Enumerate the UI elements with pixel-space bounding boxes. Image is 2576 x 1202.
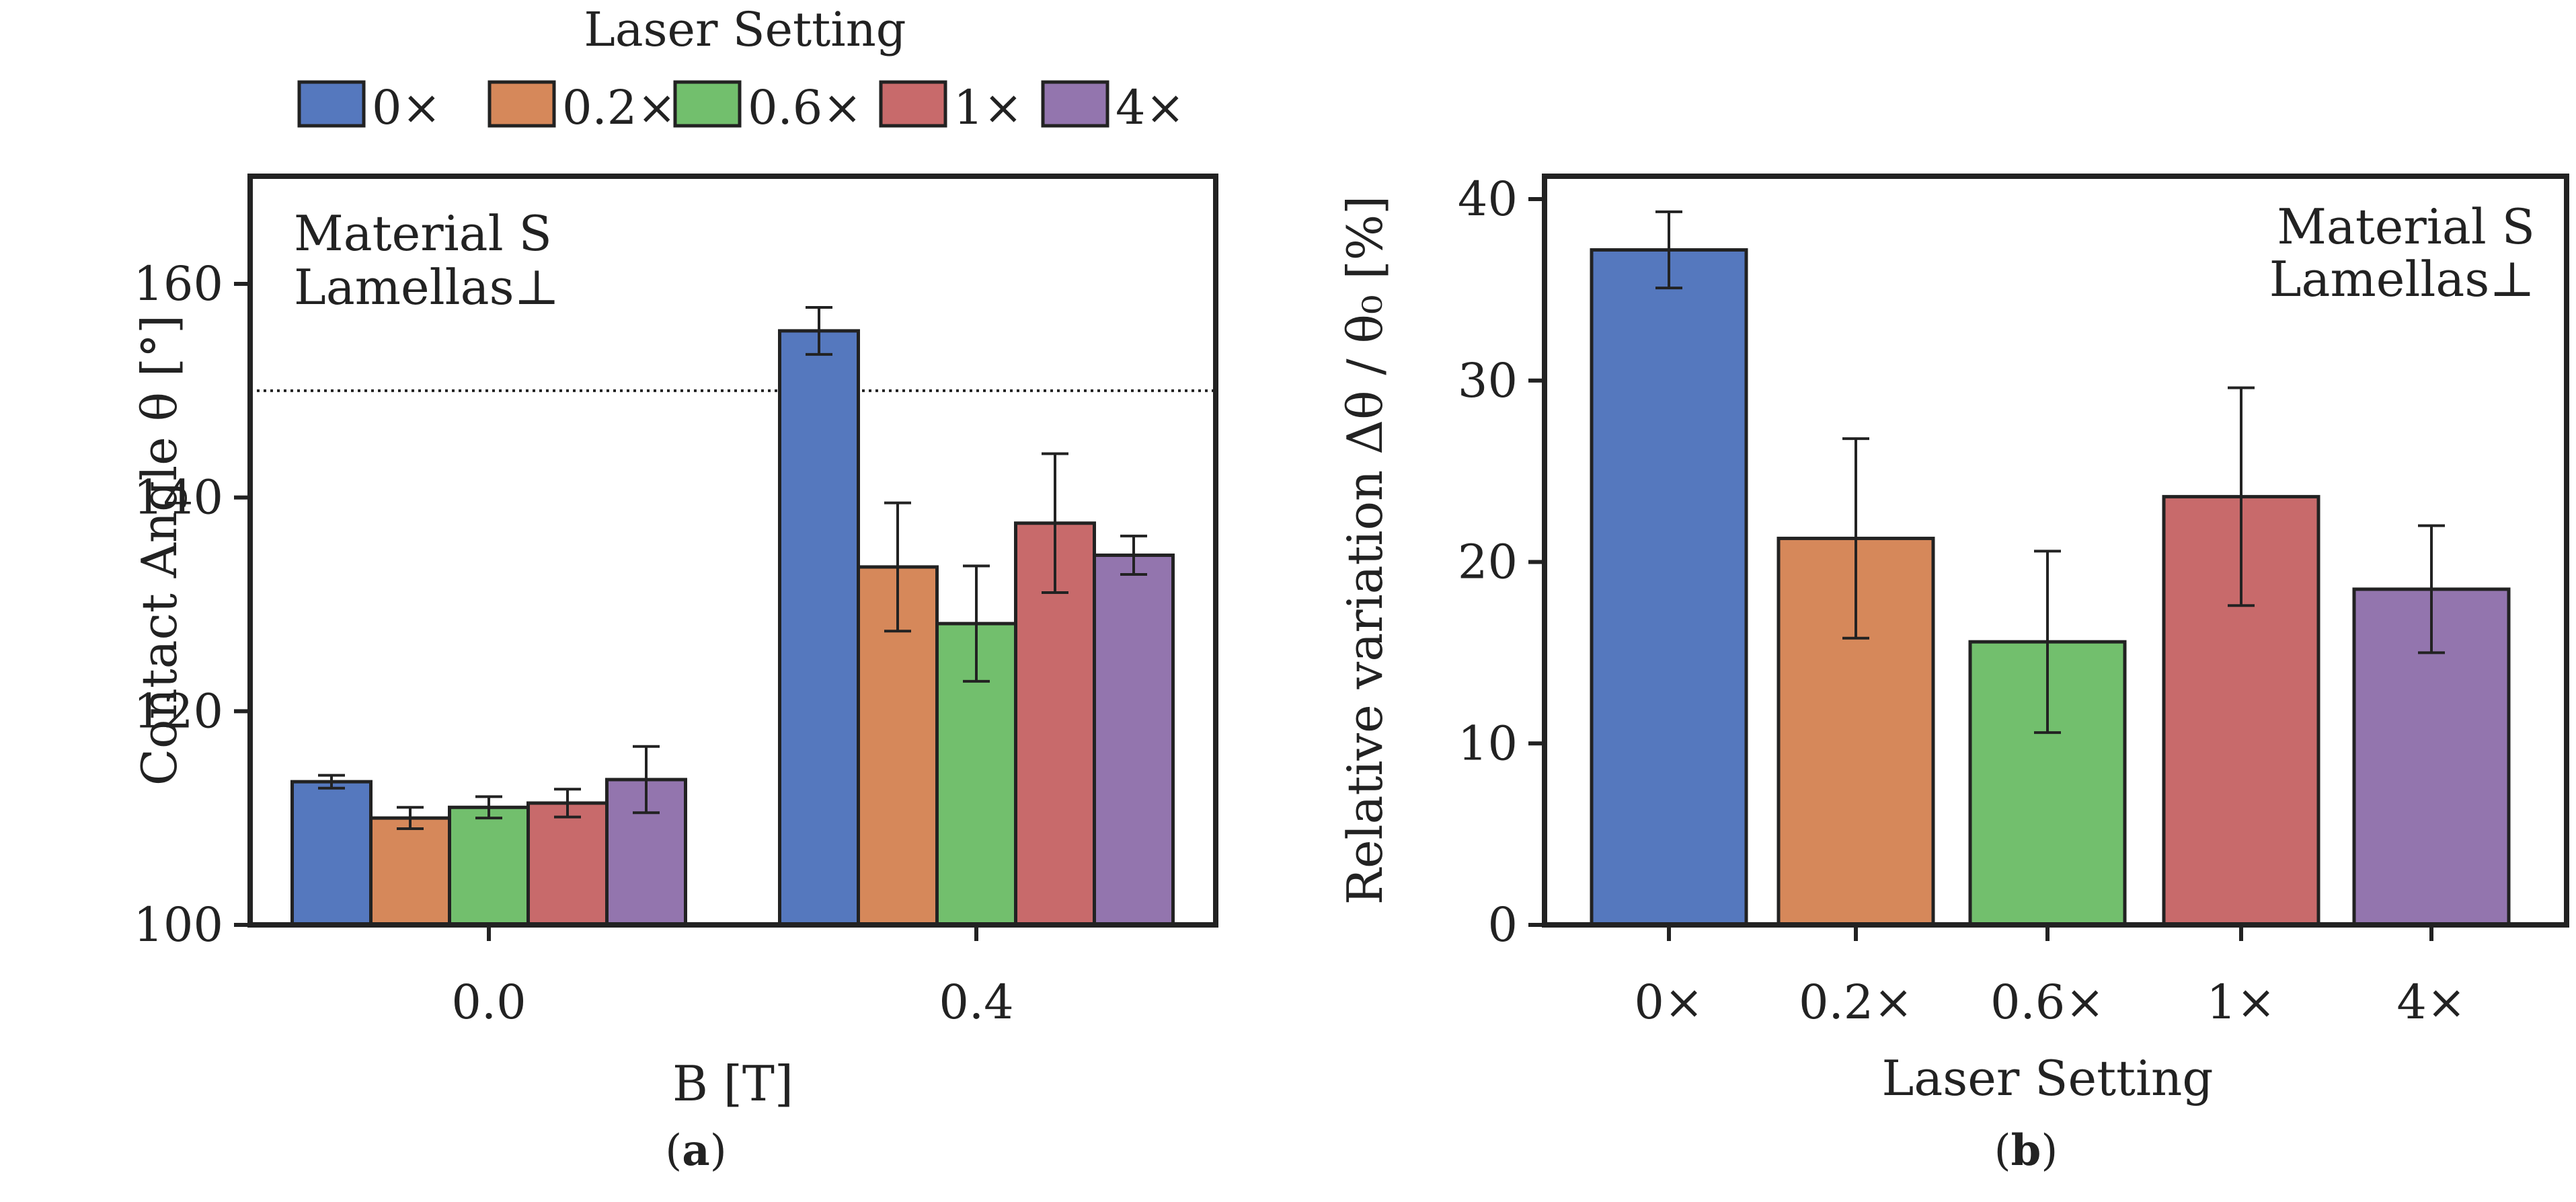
errorbar-a-0-1 [397,806,424,831]
bar-a-0.0-0.2× [369,816,451,927]
panel-a-xlabel: B [T] [672,1055,793,1112]
errorbar-b-4 [2418,524,2445,654]
panel-b: 0× 0.2× 0.6× 1× 4× 0 10 20 30 40 Relative variati… [1337,172,2569,1176]
legend-swatch-2 [673,80,742,128]
ytick-label-b-40: 40 [1458,172,1518,227]
ytick-label-a-140: 140 [133,470,223,525]
legend-title: Laser Setting [584,2,906,57]
errorbar-a-0-3 [554,788,581,819]
ytick-label-b-0: 0 [1487,897,1518,952]
errorbar-a-1-1 [884,501,911,633]
panel-b-annotation-line2: Lamellas⊥ [2269,251,2535,307]
errorbar-b-0 [1655,210,1682,290]
errorbar-b-3 [2228,386,2255,607]
legend-label-4: 4× [1116,80,1185,135]
ytick-label-b-30: 30 [1458,353,1518,408]
errorbar-a-0-4 [633,745,660,815]
xtick-label-a-1: 0.4 [939,975,1013,1030]
legend-swatch-3 [879,80,947,128]
panel-b-label-letter: b [2011,1125,2041,1176]
ytick-label-b-10: 10 [1458,716,1518,771]
bar-a-0.4-4× [1093,553,1175,927]
ytick-label-a-160: 160 [133,256,223,311]
xtick-label-a-0: 0.0 [451,975,526,1030]
errorbar-a-0-2 [475,795,502,820]
legend-swatch-1 [487,80,556,128]
ytick-label-b-20: 20 [1458,535,1518,590]
xtick-label-b-1: 0.2× [1799,975,1913,1030]
panel-a-ylabel: Contact Angle θ [°] [131,315,188,786]
panel-a-frame [247,174,1218,928]
panel-b-annotation-line1: Material S [2277,198,2535,255]
errorbar-a-1-4 [1120,534,1147,576]
bar-b-0× [1590,248,1748,927]
panel-a-annotation-line1: Material S [294,205,552,262]
panel-a-label-letter: a [682,1125,709,1176]
errorbar-b-2 [2034,550,2061,735]
errorbar-b-1 [1842,437,1869,640]
bar-a-0.0-0.6× [448,805,530,927]
errorbar-a-0-0 [318,774,345,790]
panel-b-label: (b) [1994,1125,2058,1176]
panel-b-xlabel: Laser Setting [1882,1050,2214,1106]
legend-swatch-0 [297,80,366,128]
legend: Laser Setting 0× 0.2× 0.6× 1× 4× [297,2,1185,135]
errorbar-a-1-3 [1042,452,1068,595]
xtick-label-b-3: 1× [2206,975,2275,1030]
xtick-label-b-4: 4× [2396,975,2466,1030]
bar-a-0.0-0× [290,780,373,927]
panel-a-annotation-line2: Lamellas⊥ [294,259,559,315]
errorbar-a-1-2 [963,564,990,683]
bar-a-0.4-0× [778,329,860,927]
legend-swatch-4 [1041,80,1109,128]
errorbar-a-1-0 [806,305,832,356]
panel-a-label: (a) [665,1125,726,1176]
xtick-label-b-2: 0.6× [1990,975,2105,1030]
panel-b-frame [1542,174,2569,928]
legend-label-3: 1× [953,80,1023,135]
legend-label-2: 0.6× [748,80,862,135]
ytick-label-a-120: 120 [133,683,223,739]
ytick-label-a-100: 100 [133,897,223,952]
legend-label-0: 0× [372,80,441,135]
legend-label-1: 0.2× [562,80,676,135]
xtick-label-b-0: 0× [1634,975,1703,1030]
panel-b-ylabel: Relative variation Δθ / θ₀ [%] [1337,196,1393,905]
panel-a: 0.0 0.4 100 120 140 160 Contact Angle θ [°] B… [131,174,1218,1176]
bar-a-0.0-1× [526,801,609,927]
